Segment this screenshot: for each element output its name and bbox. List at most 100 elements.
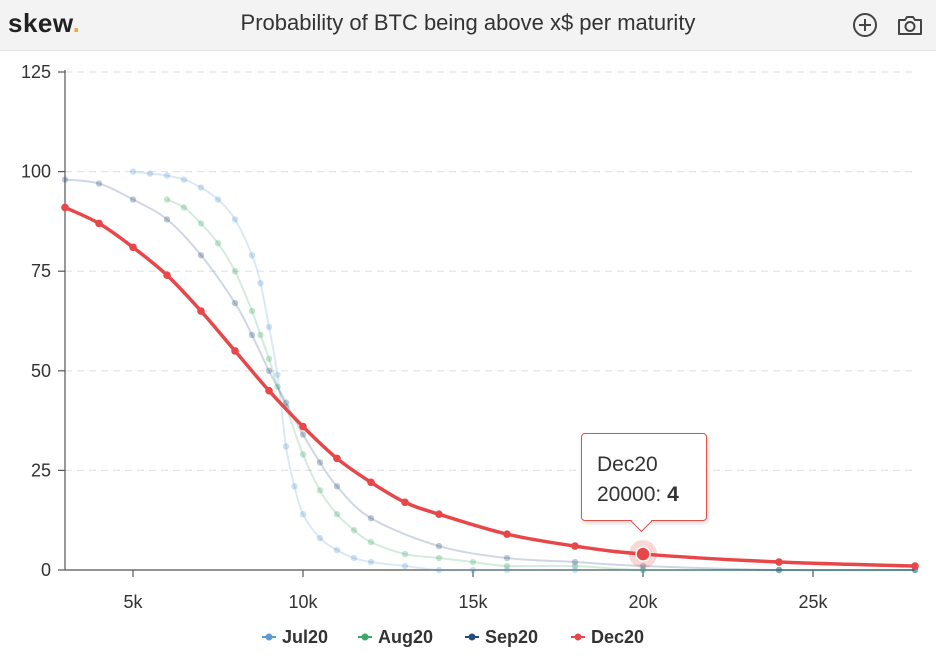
series-dec20[interactable]	[61, 203, 919, 570]
data-point-jul20-24000[interactable]	[775, 566, 783, 574]
data-point-jul20-13000[interactable]	[401, 562, 409, 570]
data-point-sep20-12000[interactable]	[367, 515, 375, 522]
series-sep20[interactable]	[61, 176, 919, 574]
data-point-jul20-7500[interactable]	[214, 196, 222, 203]
data-point-sep20-10000[interactable]	[299, 431, 307, 438]
y-tick-label: 75	[31, 261, 51, 281]
data-point-aug20-20000[interactable]	[639, 566, 647, 574]
series-jul20[interactable]	[129, 168, 919, 574]
data-point-jul20-11500[interactable]	[350, 554, 358, 562]
data-point-aug20-6500[interactable]	[180, 204, 188, 211]
highlighted-data-point[interactable]	[635, 546, 651, 562]
data-point-jul20-16000[interactable]	[503, 566, 511, 574]
data-point-jul20-20000[interactable]	[639, 566, 647, 574]
data-point-aug20-12000[interactable]	[367, 538, 375, 546]
series-line-sep20[interactable]	[64, 178, 916, 572]
data-point-jul20-8750[interactable]	[257, 279, 264, 287]
data-point-aug20-11500[interactable]	[350, 526, 358, 534]
data-point-aug20-7000[interactable]	[197, 220, 205, 227]
data-point-jul20-10500[interactable]	[316, 534, 324, 542]
data-point-sep20-7000[interactable]	[197, 252, 205, 259]
legend-item-jul20[interactable]: Jul20	[262, 627, 328, 647]
series-line-dec20[interactable]	[64, 205, 916, 568]
data-point-jul20-6000[interactable]	[163, 172, 171, 179]
data-point-sep20-4000[interactable]	[95, 180, 103, 187]
data-point-dec20-8000[interactable]	[231, 347, 239, 355]
data-point-sep20-6000[interactable]	[163, 216, 171, 223]
data-point-aug20-15000[interactable]	[469, 558, 477, 566]
data-point-jul20-9500[interactable]	[282, 443, 290, 450]
data-point-sep20-8500[interactable]	[248, 331, 256, 339]
data-point-dec20-24000[interactable]	[775, 558, 783, 566]
data-point-sep20-5000[interactable]	[129, 196, 137, 203]
data-point-dec20-6000[interactable]	[163, 271, 171, 279]
data-point-jul20-8500[interactable]	[248, 252, 256, 259]
legend-item-aug20[interactable]: Aug20	[358, 627, 433, 647]
data-point-sep20-20000[interactable]	[639, 562, 647, 570]
data-point-aug20-16000[interactable]	[503, 562, 511, 570]
data-point-aug20-10000[interactable]	[299, 451, 307, 458]
y-tick-label: 0	[41, 560, 51, 580]
data-point-sep20-3000[interactable]	[61, 176, 69, 183]
data-point-aug20-8000[interactable]	[231, 268, 239, 275]
data-point-sep20-9500[interactable]	[282, 399, 290, 406]
data-point-jul20-5000[interactable]	[129, 168, 137, 175]
data-point-sep20-8000[interactable]	[231, 299, 239, 307]
data-point-aug20-9250[interactable]	[274, 383, 281, 390]
data-point-jul20-8000[interactable]	[231, 216, 239, 223]
series-aug20[interactable]	[163, 196, 919, 574]
data-point-sep20-14000[interactable]	[435, 542, 443, 550]
legend[interactable]: Jul20 Aug20 Sep20 Dec20	[262, 627, 644, 647]
legend-item-dec20[interactable]: Dec20	[571, 627, 644, 647]
data-point-jul20-14000[interactable]	[435, 566, 443, 574]
data-point-dec20-7000[interactable]	[197, 307, 205, 315]
data-point-jul20-9000[interactable]	[265, 323, 273, 331]
data-point-aug20-24000[interactable]	[775, 566, 783, 574]
camera-icon[interactable]	[896, 11, 924, 39]
data-point-jul20-15000[interactable]	[469, 566, 477, 574]
data-point-aug20-9000[interactable]	[265, 355, 273, 363]
series-line-jul20[interactable]	[132, 170, 915, 572]
data-point-aug20-7500[interactable]	[214, 240, 222, 247]
data-point-jul20-11000[interactable]	[333, 546, 341, 554]
data-point-dec20-12000[interactable]	[367, 478, 375, 487]
data-point-aug20-18000[interactable]	[571, 562, 579, 570]
data-point-dec20-3000[interactable]	[61, 203, 69, 212]
data-point-aug20-11000[interactable]	[333, 511, 341, 518]
data-point-aug20-14000[interactable]	[435, 554, 443, 562]
data-point-dec20-9000[interactable]	[265, 386, 273, 395]
data-point-dec20-18000[interactable]	[571, 542, 579, 550]
data-point-jul20-6500[interactable]	[180, 176, 188, 183]
data-point-dec20-28000[interactable]	[911, 562, 919, 570]
data-point-dec20-11000[interactable]	[333, 454, 341, 463]
data-point-jul20-12000[interactable]	[367, 558, 375, 566]
data-point-dec20-10000[interactable]	[299, 422, 307, 431]
data-point-sep20-10500[interactable]	[316, 459, 324, 466]
data-point-jul20-10000[interactable]	[299, 511, 307, 518]
zoom-in-icon[interactable]	[851, 11, 879, 39]
data-point-aug20-8500[interactable]	[248, 307, 256, 315]
data-point-dec20-4000[interactable]	[95, 219, 103, 228]
data-point-dec20-13000[interactable]	[401, 498, 409, 507]
data-point-dec20-14000[interactable]	[435, 510, 443, 519]
data-point-jul20-5500[interactable]	[146, 170, 154, 177]
data-point-sep20-9000[interactable]	[265, 367, 273, 374]
data-point-dec20-5000[interactable]	[129, 243, 137, 252]
data-point-jul20-9250[interactable]	[274, 371, 281, 378]
data-point-aug20-6000[interactable]	[163, 196, 171, 203]
series-line-aug20[interactable]	[166, 198, 915, 572]
data-point-jul20-18000[interactable]	[571, 566, 579, 574]
data-point-sep20-24000[interactable]	[775, 566, 783, 574]
data-point-aug20-13000[interactable]	[401, 550, 409, 558]
data-point-sep20-18000[interactable]	[571, 558, 579, 566]
data-point-jul20-9750[interactable]	[291, 483, 298, 490]
data-point-aug20-10500[interactable]	[316, 487, 324, 494]
data-point-sep20-11000[interactable]	[333, 483, 341, 490]
data-point-aug20-8750[interactable]	[257, 331, 264, 339]
legend-item-sep20[interactable]: Sep20	[465, 627, 538, 647]
data-point-dec20-16000[interactable]	[503, 530, 511, 538]
data-point-jul20-7000[interactable]	[197, 184, 205, 191]
x-tick-label: 20k	[628, 592, 658, 612]
skew-logo[interactable]: skew.	[8, 8, 81, 38]
data-point-sep20-16000[interactable]	[503, 554, 511, 562]
